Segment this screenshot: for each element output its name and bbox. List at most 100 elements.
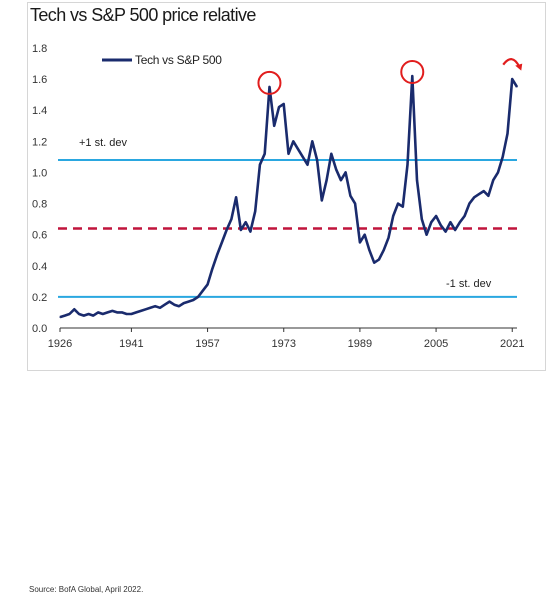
- data-point: [126, 313, 128, 315]
- reference-label: +1 st. dev: [79, 137, 128, 149]
- data-point: [302, 156, 304, 158]
- reference-lines: [58, 159, 517, 298]
- line-chart: 0.00.20.40.60.81.01.21.41.61.8 1926 1941 1…: [32, 43, 524, 350]
- y-tick-label: 1.6: [32, 74, 47, 86]
- data-point: [306, 164, 309, 166]
- data-point: [325, 179, 328, 181]
- data-point: [159, 307, 161, 309]
- data-point: [392, 215, 394, 217]
- data-point: [187, 300, 190, 303]
- data-point: [402, 206, 404, 208]
- y-axis-ticks: 0.0 0.2 0.4 0.6 0.8 1.0 1.2 1.4 1.6 1.8: [32, 43, 47, 335]
- data-point: [135, 311, 137, 314]
- data-point: [249, 230, 252, 233]
- data-point: [440, 224, 442, 226]
- data-point: [435, 215, 437, 217]
- data-point: [92, 314, 94, 317]
- data-point: [454, 229, 456, 231]
- data-point: [406, 164, 409, 166]
- highlight-arrowhead: [515, 63, 523, 71]
- data-point: [116, 311, 118, 314]
- data-point: [478, 193, 480, 195]
- data-point: [416, 179, 418, 181]
- data-point: [502, 156, 504, 158]
- data-point: [273, 125, 275, 127]
- highlight-circle: [400, 60, 425, 84]
- data-point: [278, 106, 280, 108]
- data-point: [245, 221, 247, 223]
- data-point: [378, 258, 380, 261]
- highlight-marks: [257, 58, 523, 95]
- data-point: [321, 199, 323, 202]
- data-point: [464, 215, 466, 217]
- data-point: [173, 304, 175, 306]
- y-tick-label: 1.8: [32, 43, 47, 55]
- data-point: [497, 171, 499, 174]
- data-point: [197, 296, 199, 298]
- data-point: [206, 283, 209, 286]
- y-tick-label: 1.0: [32, 167, 47, 179]
- data-point: [264, 153, 266, 155]
- data-point: [121, 311, 123, 314]
- data-point: [444, 230, 447, 233]
- data-point: [64, 314, 66, 317]
- data-point: [287, 153, 290, 155]
- data-point: [87, 313, 90, 315]
- y-tick-label: 1.2: [32, 136, 47, 148]
- data-point: [130, 313, 133, 315]
- data-point: [73, 308, 75, 310]
- x-tick-label: 2021: [500, 338, 524, 350]
- data-point: [202, 290, 204, 292]
- data-point: [268, 86, 271, 88]
- data-point: [411, 75, 413, 77]
- x-tick-label: 1926: [48, 338, 72, 350]
- legend: Tech vs S&P 500: [102, 53, 223, 67]
- data-point: [259, 164, 261, 166]
- reference-labels: +1 st. dev -1 st. dev: [79, 137, 492, 290]
- data-point: [107, 311, 109, 314]
- data-point: [68, 313, 71, 315]
- data-point: [468, 202, 470, 205]
- data-point: [349, 195, 351, 197]
- data-point: [83, 314, 85, 317]
- x-tick-label: 2005: [424, 338, 448, 350]
- chart-title: Tech vs S&P 500 price relative: [30, 5, 256, 25]
- data-point: [340, 179, 342, 181]
- data-point: [373, 262, 375, 264]
- data-point: [368, 249, 371, 251]
- data-point: [292, 140, 294, 142]
- data-point: [354, 202, 356, 205]
- data-point: [183, 302, 185, 304]
- x-axis-ticks: 1926 1941 1957 1973 1989 2005 2021: [48, 327, 524, 350]
- data-point: [516, 86, 518, 88]
- data-point: [430, 221, 432, 223]
- y-tick-label: 0.8: [32, 199, 47, 211]
- source-note: Source: BofA Global, April 2022.: [29, 585, 144, 594]
- data-point: [449, 221, 451, 223]
- x-tick-label: 1989: [348, 338, 372, 350]
- data-point: [383, 249, 385, 251]
- data-point: [364, 234, 366, 236]
- data-point: [397, 202, 399, 205]
- data-point: [483, 190, 485, 192]
- x-tick-label: 1941: [119, 338, 143, 350]
- data-point: [359, 241, 361, 244]
- data-point: [387, 237, 390, 239]
- data-point: [425, 234, 428, 236]
- data-point: [311, 140, 313, 142]
- data-point: [240, 229, 242, 231]
- data-point: [226, 229, 228, 231]
- data-point: [111, 310, 113, 312]
- data-point: [254, 210, 256, 212]
- data-point: [145, 308, 147, 310]
- x-tick-label: 1973: [271, 338, 295, 350]
- y-tick-label: 0.0: [32, 323, 47, 335]
- data-point: [235, 196, 237, 198]
- data-point: [97, 311, 99, 314]
- data-point: [221, 241, 223, 244]
- data-point: [330, 153, 332, 155]
- data-point: [316, 159, 318, 161]
- legend-label: Tech vs S&P 500: [135, 53, 222, 67]
- y-tick-label: 0.2: [32, 292, 47, 304]
- data-point: [421, 218, 423, 220]
